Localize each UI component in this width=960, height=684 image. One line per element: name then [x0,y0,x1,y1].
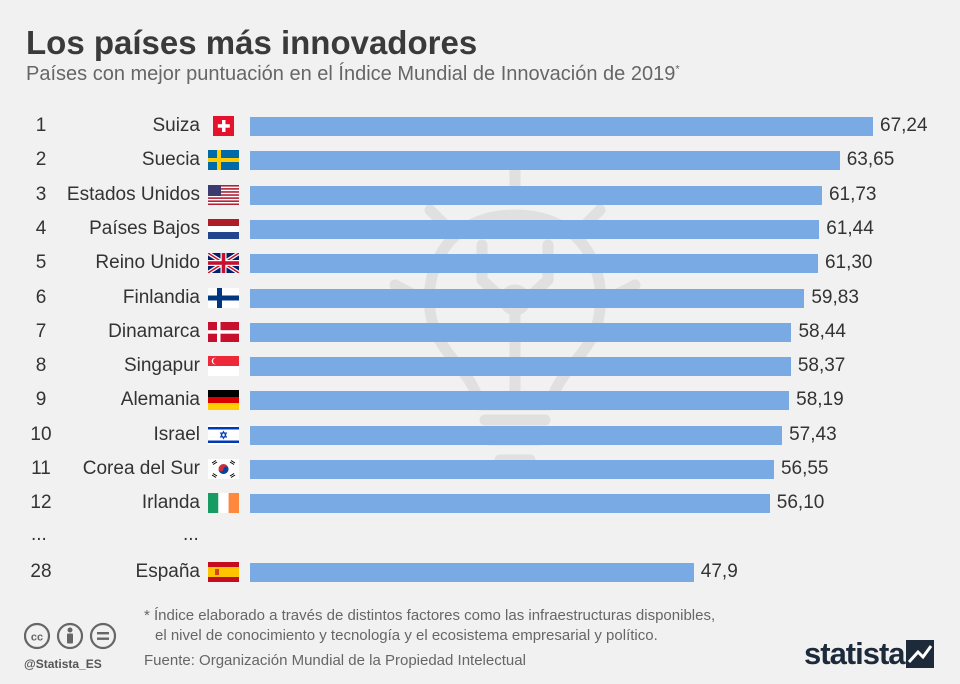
country-label: Israel [153,424,200,445]
country-label: Dinamarca [108,321,200,342]
rank-label: 2 [35,149,47,170]
rank-label: 10 [30,424,52,445]
bar [250,322,792,342]
country-label: Irlanda [141,492,200,513]
country-label: Alemania [120,389,200,410]
country-label: España [135,561,200,582]
chart-title: Los países más innovadores [26,24,478,61]
rank-label: 5 [35,252,47,273]
value-label: 59,83 [811,287,859,308]
rank-label: 8 [35,355,47,376]
value-label: 56,55 [780,458,829,479]
israel-flag-icon [208,425,239,445]
rank-label: 3 [35,184,47,205]
sweden-flag-icon [208,150,239,170]
footnote: * Índice elaborado a través de distintos… [144,606,715,646]
south-korea-flag-icon [208,459,239,479]
by-icon [56,622,84,650]
statista-handle: @Statista_ES [24,657,102,671]
bar [250,219,820,239]
rank-label: 6 [35,287,47,308]
license-icons: cc [23,622,124,655]
rank-label: 9 [35,389,47,410]
value-label: 61,73 [828,184,877,205]
country-label: Suiza [152,115,200,136]
denmark-flag-icon [208,322,239,342]
bar [250,425,783,445]
singapore-flag-icon [208,356,239,376]
rank-label: 12 [30,492,52,513]
bar [250,288,805,308]
source-text: Fuente: Organización Mundial de la Propi… [144,652,526,669]
bar [250,562,694,582]
bar [250,116,873,136]
spain-flag-icon [208,562,239,582]
footnote-line-2: el nivel de conocimiento y tecnología y … [155,627,658,644]
value-label: 47,9 [700,561,738,582]
value-label: 56,10 [776,492,825,513]
value-label: 58,44 [798,321,846,342]
netherlands-flag-icon [208,219,239,239]
value-label: 58,19 [796,389,844,410]
country-label: Países Bajos [89,218,200,239]
country-label: Estados Unidos [66,184,200,205]
subtitle-footnote-mark: * [675,63,680,76]
bar [250,150,840,170]
svg-text:cc: cc [31,632,43,644]
usa-flag-icon [208,185,239,206]
value-label: 58,37 [797,355,846,376]
bar [250,493,770,513]
rank-label: 4 [35,218,47,239]
bar [250,185,822,205]
uk-flag-icon [206,251,241,275]
ireland-flag-icon [208,493,239,513]
cc-icon: cc [23,622,51,650]
switzerland-flag-icon [208,116,239,136]
value-label: 61,30 [824,252,873,273]
value-label: 67,24 [880,115,928,136]
bar [250,253,818,273]
rank-label: 28 [30,561,52,582]
country-label: Corea del Sur [82,458,200,479]
rank-label: 1 [35,115,47,136]
value-label: 57,43 [789,424,837,445]
rank-label: 7 [35,321,47,342]
finland-flag-icon [208,288,239,308]
country-label: Reino Unido [95,252,200,273]
statista-logo-mark-icon [906,640,934,668]
footnote-line-1: * Índice elaborado a través de distintos… [144,607,716,624]
ellipsis-rank: ... [31,524,47,545]
value-label: 63,65 [846,149,895,170]
bar [250,390,790,410]
ellipsis-country: ... [183,524,199,545]
country-label: Singapur [123,355,200,376]
subtitle-text: Países con mejor puntuación en el Índice… [26,63,676,85]
bar [250,356,791,376]
country-label: Suecia [141,149,200,170]
rank-label: 11 [31,458,51,479]
nd-icon [89,622,117,650]
country-label: Finlandia [122,287,200,308]
statista-logo[interactable]: statista [804,636,906,671]
chart-subtitle: Países con mejor puntuación en el Índice… [26,63,680,86]
value-label: 61,44 [826,218,874,239]
germany-flag-icon [208,390,239,410]
bar [250,459,774,479]
